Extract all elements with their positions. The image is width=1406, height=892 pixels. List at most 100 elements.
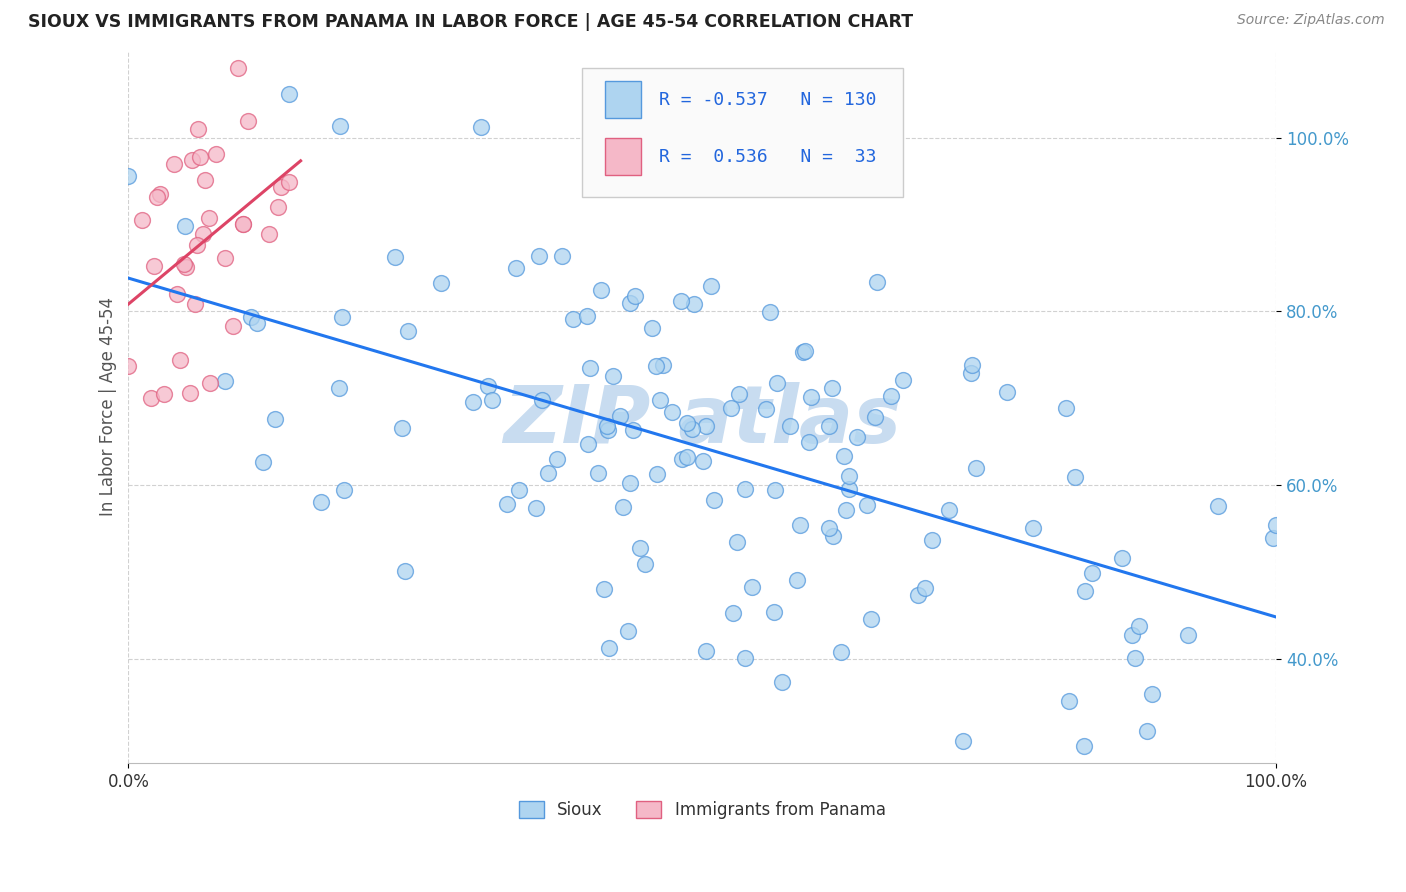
Point <box>579 361 602 376</box>
Point <box>863 409 886 424</box>
Point <box>855 499 877 513</box>
Point <box>727 387 749 401</box>
Point <box>835 502 858 516</box>
Point <box>723 607 745 621</box>
Point <box>575 310 598 324</box>
Point <box>598 641 620 656</box>
Point <box>755 401 778 416</box>
Point <box>495 497 517 511</box>
Point <box>671 452 693 467</box>
Point <box>669 294 692 309</box>
Point <box>586 466 609 480</box>
Point <box>152 386 174 401</box>
Point <box>180 153 202 168</box>
Point <box>263 411 285 425</box>
Point <box>1123 651 1146 665</box>
Point <box>786 573 808 587</box>
Point <box>846 430 869 444</box>
Point <box>257 227 280 241</box>
Point <box>328 381 350 395</box>
Point <box>675 450 697 464</box>
Point <box>1081 566 1104 581</box>
Point <box>766 376 789 391</box>
Text: Source: ZipAtlas.com: Source: ZipAtlas.com <box>1237 13 1385 28</box>
Point <box>651 358 673 372</box>
Point <box>818 520 841 534</box>
FancyBboxPatch shape <box>582 69 903 197</box>
Point <box>621 423 644 437</box>
Point <box>176 260 198 274</box>
Point <box>628 541 651 556</box>
Point <box>1206 499 1229 513</box>
Point <box>173 257 195 271</box>
Point <box>239 310 262 324</box>
Point <box>197 211 219 225</box>
Point <box>505 260 527 275</box>
Point <box>384 250 406 264</box>
Point <box>650 392 672 407</box>
Point <box>770 674 793 689</box>
Point <box>623 288 645 302</box>
Point <box>1136 724 1159 739</box>
Point <box>762 605 785 619</box>
Point <box>865 275 887 289</box>
Point <box>602 369 624 384</box>
FancyBboxPatch shape <box>605 138 641 176</box>
Point <box>1128 619 1150 633</box>
Point <box>166 287 188 301</box>
Point <box>396 324 419 338</box>
Point <box>838 469 860 483</box>
Point <box>641 320 664 334</box>
Point <box>1177 628 1199 642</box>
Point <box>576 436 599 450</box>
Point <box>246 316 269 330</box>
Point <box>779 418 801 433</box>
Point <box>763 483 786 497</box>
Point <box>725 535 748 549</box>
Point <box>891 373 914 387</box>
Point <box>703 492 725 507</box>
Text: R = -0.537   N = 130: R = -0.537 N = 130 <box>658 91 876 109</box>
Point <box>681 422 703 436</box>
Point <box>1140 687 1163 701</box>
Point <box>596 419 619 434</box>
Point <box>527 249 550 263</box>
Point <box>1261 531 1284 545</box>
Point <box>995 384 1018 399</box>
Point <box>146 190 169 204</box>
Point <box>695 418 717 433</box>
Point <box>191 227 214 242</box>
Point <box>952 734 974 748</box>
Point <box>1057 694 1080 708</box>
Point <box>880 389 903 403</box>
Point <box>508 483 530 497</box>
Point <box>838 482 860 496</box>
Point <box>205 146 228 161</box>
Point <box>278 87 301 102</box>
Point <box>616 624 638 638</box>
Point <box>524 500 547 515</box>
Point <box>789 518 811 533</box>
Point <box>734 482 756 496</box>
Point <box>834 449 856 463</box>
Point <box>187 122 209 136</box>
Point <box>252 455 274 469</box>
FancyBboxPatch shape <box>605 81 641 119</box>
Point <box>823 529 845 543</box>
Point <box>481 392 503 407</box>
Point <box>612 500 634 514</box>
Point <box>1074 583 1097 598</box>
Point <box>962 358 984 372</box>
Point <box>330 310 353 324</box>
Point <box>226 61 249 75</box>
Point <box>645 359 668 373</box>
Point <box>1054 401 1077 416</box>
Point <box>692 454 714 468</box>
Point <box>741 581 763 595</box>
Point <box>188 150 211 164</box>
Point <box>200 376 222 391</box>
Point <box>430 276 453 290</box>
Point <box>609 409 631 424</box>
Point <box>914 581 936 595</box>
Point <box>461 395 484 409</box>
